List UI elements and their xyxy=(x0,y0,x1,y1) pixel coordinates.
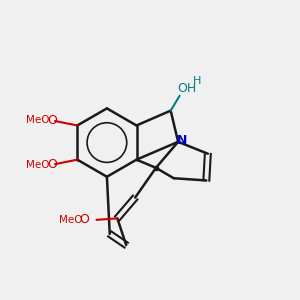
Text: O: O xyxy=(47,158,57,171)
Text: H: H xyxy=(193,76,202,86)
Text: N: N xyxy=(177,134,187,147)
Text: O: O xyxy=(47,114,57,127)
Text: O: O xyxy=(80,213,89,226)
Text: OH: OH xyxy=(177,82,197,95)
Text: MeO: MeO xyxy=(26,116,50,125)
Text: MeO: MeO xyxy=(26,160,50,170)
Text: MeO: MeO xyxy=(59,215,83,225)
